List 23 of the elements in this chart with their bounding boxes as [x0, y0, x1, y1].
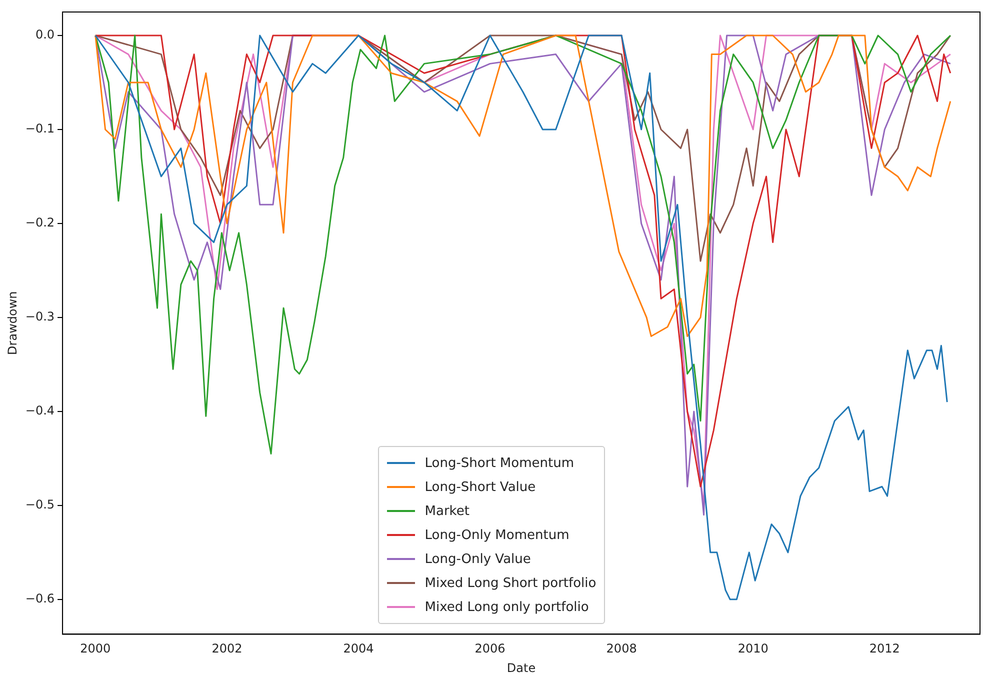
y-tick-label: −0.6	[25, 592, 55, 606]
legend-label: Long-Short Value	[424, 480, 536, 495]
x-tick-label: 2002	[212, 642, 242, 656]
x-tick-label: 2006	[474, 642, 506, 656]
legend-label: Mixed Long Short portfolio	[424, 576, 596, 591]
legend-label: Market	[424, 504, 470, 519]
x-tick-label: 2004	[343, 642, 374, 656]
y-tick-label: −0.4	[25, 404, 55, 418]
legend-label: Long-Only Value	[424, 552, 531, 567]
y-tick-label: −0.2	[25, 216, 55, 230]
y-tick-label: 0.0	[35, 28, 55, 42]
x-axis-title: Date	[506, 660, 536, 675]
x-tick-label: 2000	[80, 642, 111, 656]
y-tick-label: −0.5	[25, 498, 55, 512]
y-tick-label: −0.1	[25, 122, 55, 136]
legend-label: Mixed Long only portfolio	[424, 600, 589, 615]
x-tick-label: 2012	[869, 642, 900, 656]
x-tick-label: 2008	[606, 642, 637, 656]
legend-label: Long-Short Momentum	[424, 456, 574, 471]
legend-label: Long-Only Momentum	[424, 528, 570, 543]
y-axis-title: Drawdown	[5, 291, 20, 355]
x-tick-label: 2010	[738, 642, 768, 656]
y-tick-label: −0.3	[25, 310, 55, 324]
